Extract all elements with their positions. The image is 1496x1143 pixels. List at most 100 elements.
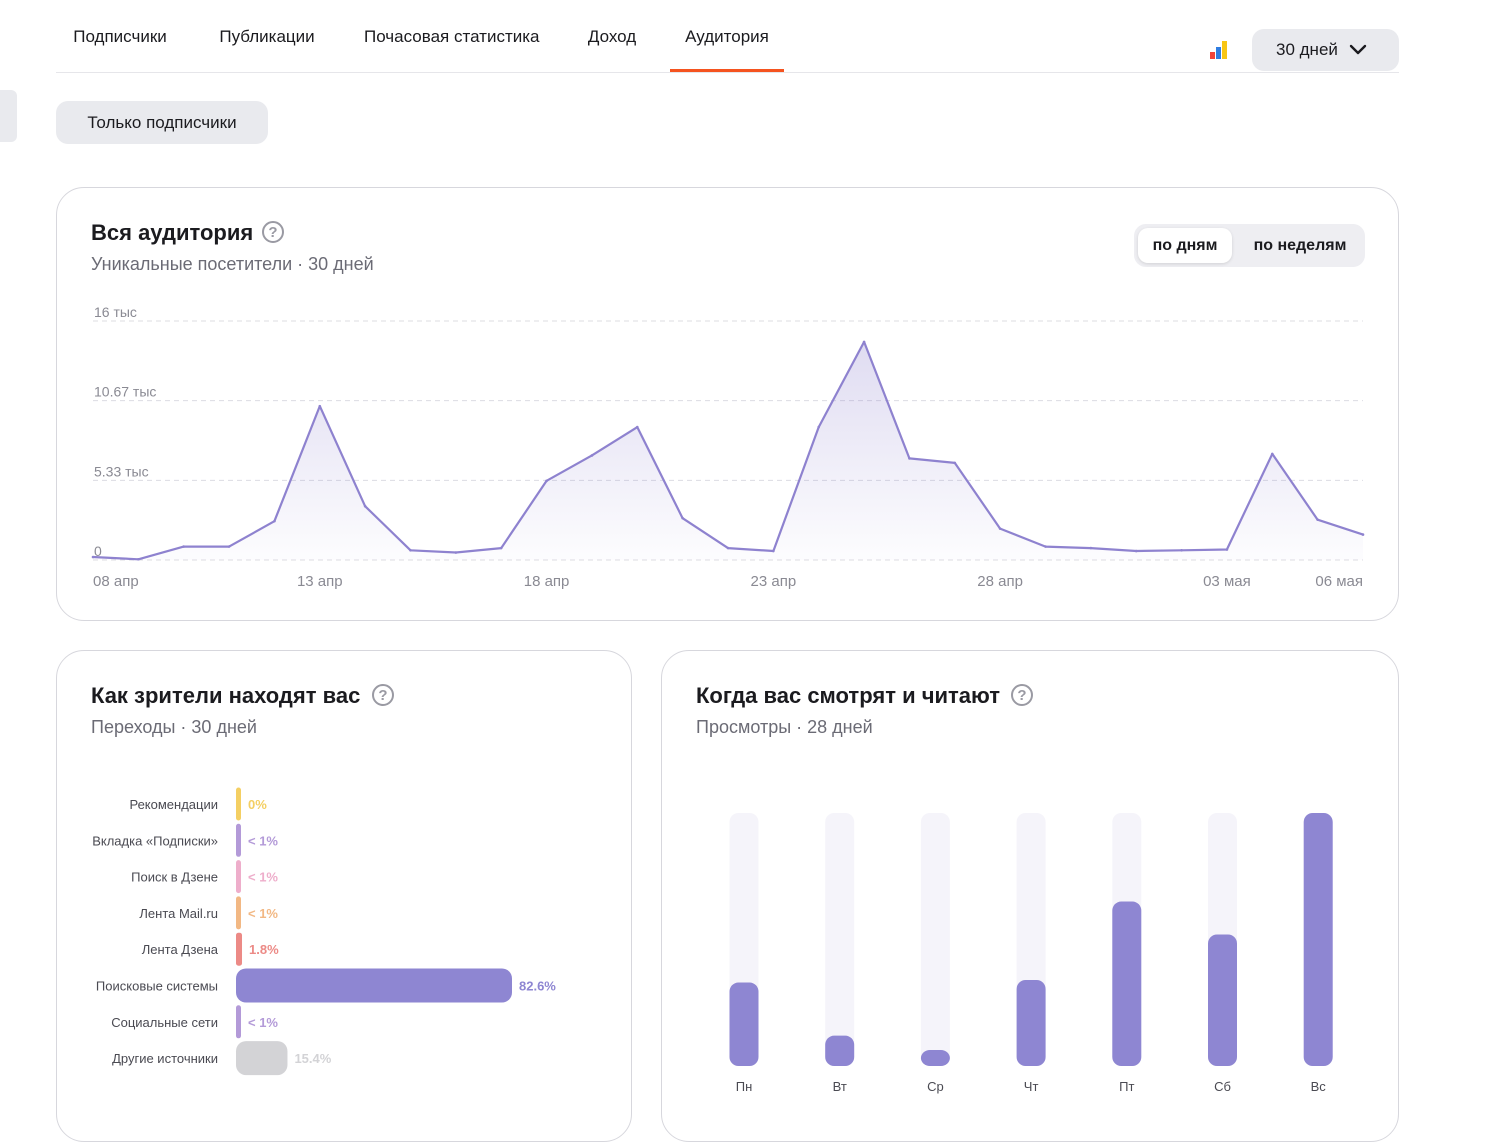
sources-title: Как зрители находят вас — [91, 683, 361, 708]
day-bar — [920, 1050, 950, 1066]
day-bar — [729, 982, 759, 1066]
category-label: Поисковые системы — [96, 979, 218, 994]
category-label: Лента Дзена — [142, 942, 219, 957]
value-label: < 1% — [248, 870, 278, 885]
value-label: < 1% — [248, 1015, 278, 1030]
data-point — [772, 549, 775, 553]
value-label: 0% — [248, 797, 267, 812]
x-tick-label: 13 апр — [297, 573, 343, 590]
audience-title: Вся аудитория — [91, 220, 254, 245]
tab-income[interactable]: Доход — [587, 27, 637, 46]
source-bar — [236, 932, 243, 966]
data-point — [1316, 518, 1319, 521]
sources-card: Как зрители находят вас ? Переходы · 30 … — [56, 650, 632, 1142]
weekday-subtitle: Просмотры · 28 дней — [696, 717, 873, 737]
bar-track — [825, 813, 855, 1066]
data-point — [726, 546, 730, 550]
y-tick-label: 10.67 тыс — [94, 384, 156, 400]
x-tick-label: 06 мая — [1315, 573, 1363, 590]
day-label: Пн — [736, 1079, 753, 1094]
data-point — [409, 548, 412, 552]
data-point — [1180, 548, 1183, 552]
day-label: Пт — [1119, 1079, 1134, 1094]
data-point — [1089, 546, 1093, 550]
data-point — [862, 340, 866, 344]
source-bar — [236, 896, 241, 930]
side-panel-edge — [0, 90, 17, 142]
x-tick-label: 08 апр — [93, 573, 139, 590]
source-bar — [236, 787, 241, 821]
audience-subtitle: Уникальные посетители · 30 дней — [91, 254, 374, 274]
data-point — [817, 425, 821, 429]
x-tick-label: 03 мая — [1203, 573, 1251, 590]
period-label: 30 дней — [1276, 40, 1338, 59]
source-bar — [236, 823, 241, 857]
help-icon[interactable]: ? — [262, 221, 284, 243]
value-label: 1.8% — [249, 942, 279, 957]
data-point — [681, 516, 684, 520]
source-bar — [236, 1005, 241, 1039]
sources-bar-chart: Рекомендации 0% Вкладка «Подписки» < 1% Поис… — [92, 787, 556, 1076]
data-point — [635, 425, 639, 429]
subscribers-only-filter[interactable]: Только подписчики — [56, 101, 268, 144]
by-days-button[interactable]: по дням — [1138, 228, 1232, 263]
top-tabs: Подписчики Публикации Почасовая статисти… — [56, 0, 1399, 73]
granularity-toggle: по дням по неделям — [1134, 224, 1365, 267]
day-bar — [1303, 813, 1333, 1066]
data-point — [91, 555, 95, 559]
tab-subscribers[interactable]: Подписчики — [73, 27, 167, 46]
by-weeks-button[interactable]: по неделям — [1253, 237, 1347, 254]
data-point — [1361, 533, 1365, 536]
data-point — [908, 457, 911, 460]
category-label: Социальные сети — [111, 1015, 218, 1030]
day-bar — [1208, 934, 1237, 1066]
help-icon[interactable]: ? — [372, 684, 394, 706]
day-label: Ср — [927, 1079, 944, 1094]
data-point — [182, 545, 186, 548]
data-point — [998, 527, 1002, 530]
day-label: Чт — [1024, 1079, 1039, 1094]
bar-chart-logo-icon — [1210, 41, 1227, 59]
tab-audience[interactable]: Аудитория — [670, 0, 784, 72]
category-label: Вкладка «Подписки» — [92, 833, 218, 848]
x-tick-label: 28 апр — [977, 573, 1023, 590]
data-point — [953, 461, 957, 465]
x-tick-label: 18 апр — [524, 573, 570, 590]
audience-line-chart: 0 5.33 тыс 10.67 тыс 16 тыс 08 апр 13 апр 18 а… — [91, 304, 1365, 590]
value-label: < 1% — [248, 906, 278, 921]
data-point — [499, 546, 503, 550]
day-label: Вт — [833, 1079, 847, 1094]
data-point — [454, 551, 458, 554]
day-bar — [1112, 901, 1142, 1066]
bar-track — [920, 813, 950, 1066]
data-point — [318, 404, 322, 408]
weekday-card: Когда вас смотрят и читают ? Просмотры ·… — [661, 650, 1399, 1142]
data-point — [1044, 545, 1047, 548]
category-label: Лента Mail.ru — [139, 906, 218, 921]
tab-publications[interactable]: Публикации — [219, 27, 315, 46]
data-point — [590, 454, 594, 457]
value-label: < 1% — [248, 833, 278, 848]
weekday-title: Когда вас смотрят и читают — [696, 683, 1001, 708]
period-select[interactable]: 30 дней — [1252, 29, 1399, 71]
data-point — [363, 504, 367, 508]
category-label: Рекомендации — [129, 797, 218, 812]
y-tick-label: 5.33 тыс — [94, 463, 149, 479]
help-icon[interactable]: ? — [1011, 684, 1033, 706]
sources-subtitle: Переходы · 30 дней — [91, 717, 257, 737]
chevron-down-icon — [1349, 44, 1367, 55]
source-bar — [236, 968, 512, 1003]
tab-hourly-stats[interactable]: Почасовая статистика — [364, 27, 540, 46]
data-point — [137, 557, 140, 561]
x-tick-label: 23 апр — [751, 573, 797, 590]
data-point — [545, 479, 548, 483]
data-point — [1270, 452, 1274, 456]
day-bar — [1016, 979, 1046, 1066]
data-point — [227, 545, 231, 548]
day-label: Вс — [1311, 1079, 1327, 1094]
data-point — [273, 519, 276, 523]
source-bar — [236, 1041, 288, 1076]
y-tick-label: 16 тыс — [94, 304, 137, 320]
category-label: Другие источники — [112, 1051, 218, 1066]
value-label: 82.6% — [519, 979, 556, 994]
